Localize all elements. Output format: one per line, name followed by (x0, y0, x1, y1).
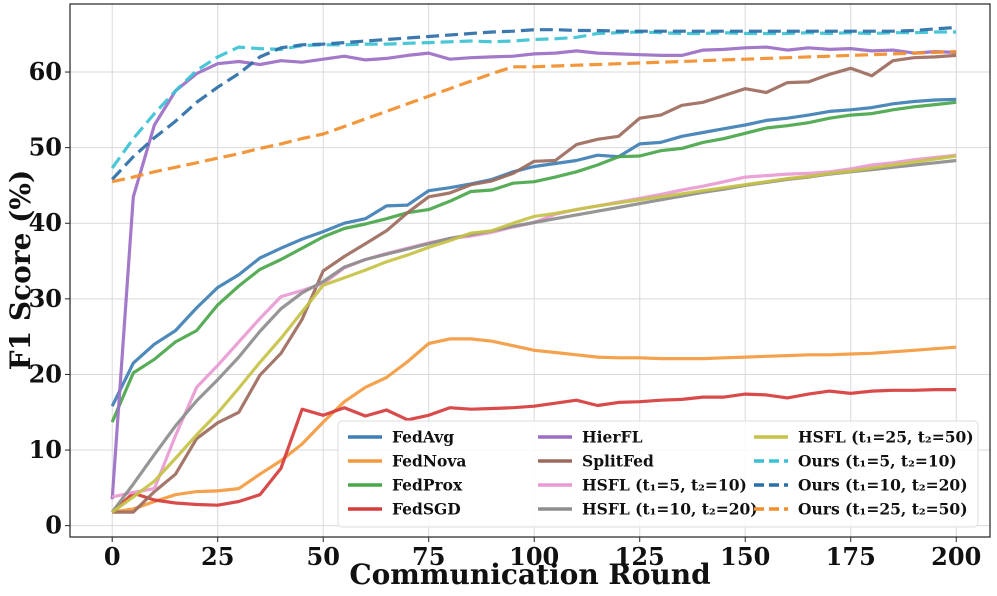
x-tick-label: 175 (826, 542, 876, 571)
series-line-fednova (111, 337, 957, 514)
series-lines (110, 25, 957, 514)
x-tick-label: 100 (509, 542, 559, 571)
legend-label: Ours (t₁=5, t₂=10) (798, 452, 957, 471)
series-line-ours-t1-25-t2-50 (111, 50, 957, 184)
legend: FedAvg FedNova FedProx FedSGD HierFL SplitFed… (337, 420, 979, 528)
legend-label: FedNova (392, 452, 466, 471)
legend-label: FedSGD (392, 500, 461, 519)
y-tick-label: 60 (29, 57, 62, 86)
y-tick-label: 0 (45, 511, 62, 540)
legend-label: Ours (t₁=10, t₂=20) (798, 476, 968, 495)
y-tick-label: 10 (29, 435, 62, 464)
y-tick-labels: 0 10 20 30 40 50 60 (29, 57, 70, 540)
legend-label: FedAvg (392, 428, 454, 447)
y-tick-label: 20 (29, 359, 62, 388)
series-line-fedavg (110, 97, 957, 407)
legend-label: HSFL (t₁=5, t₂=10) (582, 476, 747, 495)
legend-label: SplitFed (582, 452, 654, 471)
series-line-fedsgd (111, 388, 957, 514)
legend-label: FedProx (392, 476, 463, 495)
legend-label: HSFL (t₁=25, t₂=50) (798, 428, 974, 447)
y-axis-title: F1 Score (%) (4, 170, 37, 370)
series-line-ours-t1-10-t2-20 (111, 25, 957, 181)
x-tick-label: 50 (307, 542, 340, 571)
x-tick-label: 150 (720, 542, 770, 571)
x-tick-label: 0 (104, 542, 121, 571)
series-line-splitfed (112, 53, 957, 514)
y-tick-label: 30 (29, 284, 62, 313)
series-line-ours-t1-5-t2-10 (110, 30, 957, 170)
y-tick-label: 40 (29, 208, 62, 237)
x-axis-title: Communication Round (349, 558, 710, 591)
x-tick-label: 125 (615, 542, 665, 571)
legend-label: HierFL (582, 428, 643, 447)
plot-frame (69, 3, 991, 538)
series-line-fedprox (110, 100, 957, 423)
legend-label: Ours (t₁=25, t₂=50) (798, 500, 968, 519)
x-tick-labels: 0 25 50 75 100 125 150 175 200 (104, 537, 981, 571)
x-tick-label: 25 (201, 542, 234, 571)
legend-box (337, 420, 979, 528)
series-line-hsfl-t1-25-t2-50 (111, 154, 957, 514)
y-tick-label: 50 (29, 133, 62, 162)
x-tick-label: 75 (412, 542, 445, 571)
legend-label: HSFL (t₁=10, t₂=20) (582, 500, 758, 519)
x-tick-label: 200 (931, 542, 981, 571)
